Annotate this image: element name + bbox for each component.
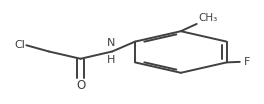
Text: H: H bbox=[107, 55, 115, 65]
Text: O: O bbox=[76, 79, 85, 92]
Text: N: N bbox=[107, 38, 115, 48]
Text: Cl: Cl bbox=[14, 40, 25, 50]
Text: F: F bbox=[244, 57, 250, 67]
Text: CH₃: CH₃ bbox=[198, 13, 217, 23]
